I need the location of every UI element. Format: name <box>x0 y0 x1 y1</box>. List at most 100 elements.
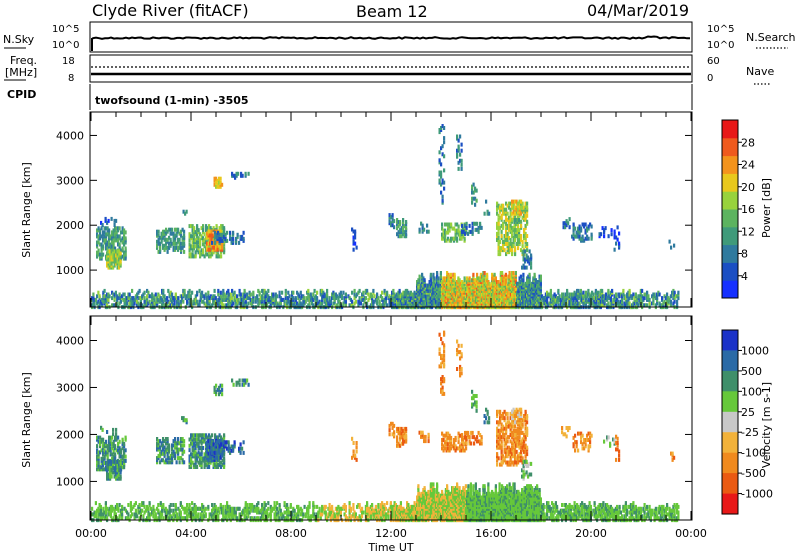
p-cell <box>526 219 529 224</box>
p-band-cell <box>528 272 531 277</box>
p-band-cell <box>204 292 207 297</box>
p-band-cell <box>258 290 261 295</box>
p-cell <box>518 234 521 239</box>
v-cell <box>163 453 166 458</box>
p-band-cell <box>516 281 519 286</box>
p-cell <box>578 234 581 239</box>
p-cell <box>111 244 114 249</box>
p-cell <box>205 252 208 257</box>
p-band-cell <box>357 303 360 308</box>
p-cell <box>210 229 213 234</box>
p-cell <box>517 201 520 206</box>
p-cell <box>471 200 474 205</box>
p-band-cell <box>538 274 541 279</box>
v-cell <box>106 450 109 455</box>
p-cell <box>123 250 126 255</box>
p-band-cell <box>224 294 227 299</box>
p-band-cell <box>134 297 137 302</box>
p-band-cell <box>456 299 459 304</box>
p-cell <box>109 246 112 251</box>
v-cell <box>160 443 163 448</box>
p-cell <box>603 228 606 233</box>
v-cell <box>181 443 184 448</box>
p-band-cell <box>598 299 601 304</box>
v-cell <box>157 445 160 450</box>
v-cell <box>166 439 169 444</box>
v-cell <box>102 467 105 472</box>
v-cell <box>162 439 165 444</box>
v-cell <box>166 445 169 450</box>
v-cell <box>124 448 127 453</box>
p-cell <box>205 224 208 229</box>
p-cell <box>399 234 402 239</box>
p-band-cell <box>529 283 532 288</box>
p-band-cell <box>143 299 146 304</box>
p-band-cell <box>191 290 194 295</box>
p-band-cell <box>607 301 610 306</box>
p-cell <box>202 248 205 253</box>
p-cell <box>103 226 106 231</box>
p-band-cell <box>634 292 637 297</box>
p-band-cell <box>534 292 537 297</box>
p-band-cell <box>142 292 145 297</box>
p-cell <box>120 238 123 243</box>
v-cell <box>119 470 122 475</box>
p-cell <box>396 222 399 227</box>
v-cell <box>119 464 122 468</box>
p-cell <box>515 232 518 237</box>
p-band-cell <box>674 294 677 299</box>
p-band-cell <box>153 297 156 302</box>
p-cell <box>517 215 520 220</box>
p-band-cell <box>602 299 605 304</box>
p-cell <box>215 184 218 189</box>
p-cell <box>220 254 223 259</box>
p-band-cell <box>284 303 287 308</box>
p-cell <box>352 235 355 240</box>
p-band-cell <box>299 296 302 301</box>
p-band-cell <box>594 288 597 293</box>
v-cell <box>215 435 218 440</box>
p-band-cell <box>233 296 236 301</box>
p-band-cell <box>547 303 550 308</box>
p-band-cell <box>363 299 366 304</box>
p-cell <box>476 221 479 226</box>
p-band-cell <box>119 296 122 301</box>
p-band-cell <box>458 299 461 304</box>
p-band-cell <box>173 296 176 301</box>
p-band-cell <box>451 280 454 284</box>
p-cell <box>123 254 126 259</box>
v-cell <box>111 442 114 446</box>
p-cell <box>474 221 477 226</box>
p-band-cell <box>499 290 502 295</box>
v-cell <box>188 460 191 465</box>
p-cell <box>524 209 527 214</box>
power-y-tick-label: 3000 <box>56 174 84 187</box>
p-band-cell <box>232 301 235 306</box>
nsearch-label: N.Search <box>746 31 796 44</box>
p-band-cell <box>596 290 599 295</box>
p-cell <box>171 227 174 232</box>
p-band-cell <box>554 297 557 302</box>
p-cell <box>520 238 523 242</box>
p-band-cell <box>176 299 179 304</box>
p-cell <box>584 228 587 233</box>
v-cell <box>200 452 203 457</box>
p-cell <box>175 245 178 250</box>
v-cell <box>196 441 199 446</box>
p-band-cell <box>611 301 614 306</box>
p-band-cell <box>344 292 347 297</box>
p-cell <box>181 245 184 250</box>
v-cell <box>114 444 117 449</box>
p-cell <box>162 243 165 248</box>
p-band-cell <box>311 296 314 301</box>
p-band-cell <box>572 292 575 297</box>
p-cell <box>521 201 524 206</box>
p-band-cell <box>217 288 220 293</box>
p-cell <box>193 226 196 231</box>
p-band-cell <box>287 296 290 301</box>
p-band-cell <box>581 297 584 302</box>
p-cell <box>457 166 460 171</box>
p-band-cell <box>442 299 445 304</box>
v-cell <box>203 462 206 467</box>
p-cell <box>530 261 533 266</box>
